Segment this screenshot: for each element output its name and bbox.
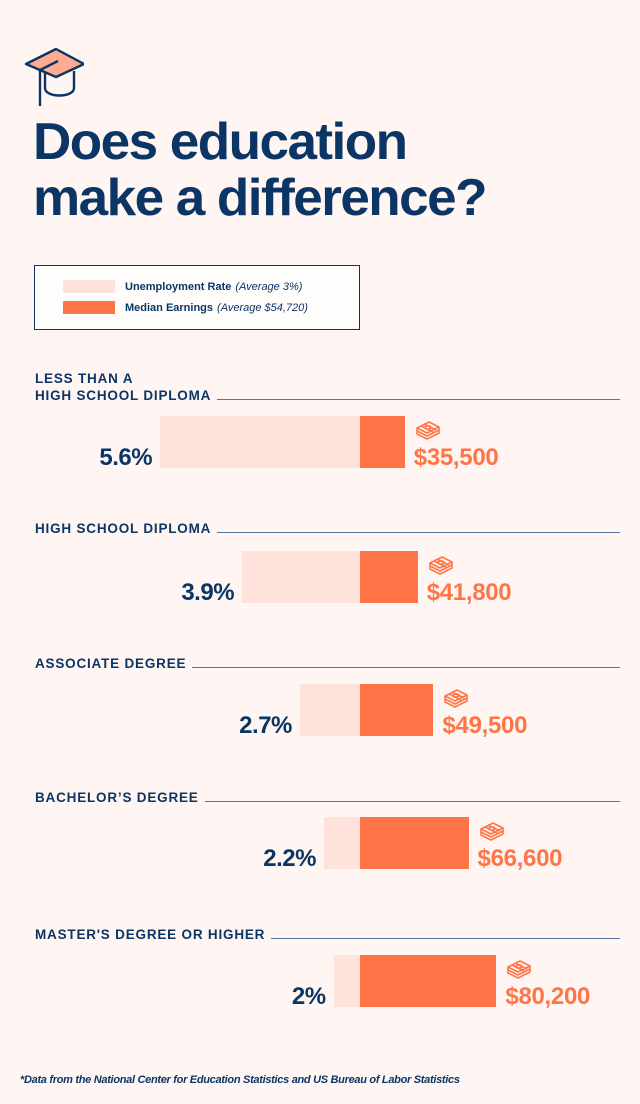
- cash-stack-icon: [506, 957, 532, 979]
- legend-item-unemployment: Unemployment Rate (Average 3%): [63, 280, 302, 293]
- category-divider: [217, 399, 620, 400]
- category-label-line: HIGH SCHOOL DIPLOMA: [35, 521, 212, 536]
- category-label: HIGH SCHOOL DIPLOMA: [35, 520, 211, 537]
- unemployment-bar: [299, 684, 360, 736]
- category-label-line: BACHELOR’S DEGREE: [35, 790, 199, 805]
- cash-stack-icon: [428, 553, 454, 575]
- category-divider: [271, 938, 620, 939]
- title-line-1: Does education: [33, 113, 408, 171]
- legend-note: (Average $54,720): [217, 301, 308, 314]
- earnings-value-label: $35,500: [413, 444, 499, 471]
- category-label-line: HIGH SCHOOL DIPLOMA: [35, 388, 212, 403]
- earnings-value-label: $49,500: [442, 712, 528, 739]
- legend-swatch-earnings: [63, 301, 115, 314]
- unemployment-value-label: 2%: [291, 983, 326, 1010]
- unemployment-bar: [242, 551, 360, 603]
- earnings-value-label: $80,200: [505, 983, 591, 1010]
- earnings-value-label: $66,600: [477, 845, 563, 872]
- legend-swatch-unemployment: [63, 280, 115, 293]
- category-label: MASTER'S DEGREE OR HIGHER: [35, 926, 265, 943]
- earnings-bar: [360, 551, 418, 603]
- category-label: BACHELOR’S DEGREE: [35, 789, 199, 806]
- earnings-bar: [360, 817, 469, 869]
- legend-label: Unemployment Rate: [125, 280, 232, 293]
- category-label: ASSOCIATE DEGREE: [35, 655, 186, 672]
- category-label: LESS THAN A HIGH SCHOOL DIPLOMA: [35, 370, 211, 404]
- earnings-value-label: $41,800: [426, 579, 512, 606]
- legend-note: (Average 3%): [235, 280, 303, 293]
- category-label-line: MASTER'S DEGREE OR HIGHER: [35, 927, 266, 942]
- category-label-line: LESS THAN A: [35, 371, 134, 386]
- unemployment-bar: [160, 416, 360, 468]
- legend-item-earnings: Median Earnings (Average $54,720): [63, 301, 308, 314]
- unemployment-bar: [323, 817, 360, 869]
- earnings-bar: [360, 416, 405, 468]
- graduation-cap-icon: [24, 47, 84, 106]
- earnings-bar: [360, 955, 497, 1007]
- earnings-bar: [360, 684, 434, 736]
- cash-stack-icon: [443, 686, 469, 708]
- category-divider: [217, 532, 620, 533]
- category-label-line: ASSOCIATE DEGREE: [35, 656, 187, 671]
- cash-stack-icon: [415, 418, 441, 440]
- category-divider: [192, 667, 620, 668]
- unemployment-bar: [333, 955, 360, 1007]
- chart-legend: Unemployment Rate (Average 3%) Median Ea…: [34, 265, 360, 330]
- cash-stack-icon: [479, 819, 505, 841]
- title-line-2: make a difference?: [33, 169, 488, 227]
- unemployment-value-label: 3.9%: [181, 579, 235, 606]
- unemployment-value-label: 2.2%: [263, 845, 316, 872]
- footnote: *Data from the National Center for Educa…: [20, 1074, 460, 1086]
- category-divider: [204, 801, 620, 802]
- legend-label: Median Earnings: [125, 301, 214, 314]
- unemployment-value-label: 5.6%: [99, 444, 153, 471]
- page-title: Does education make a difference?: [33, 113, 488, 227]
- unemployment-value-label: 2.7%: [239, 712, 292, 739]
